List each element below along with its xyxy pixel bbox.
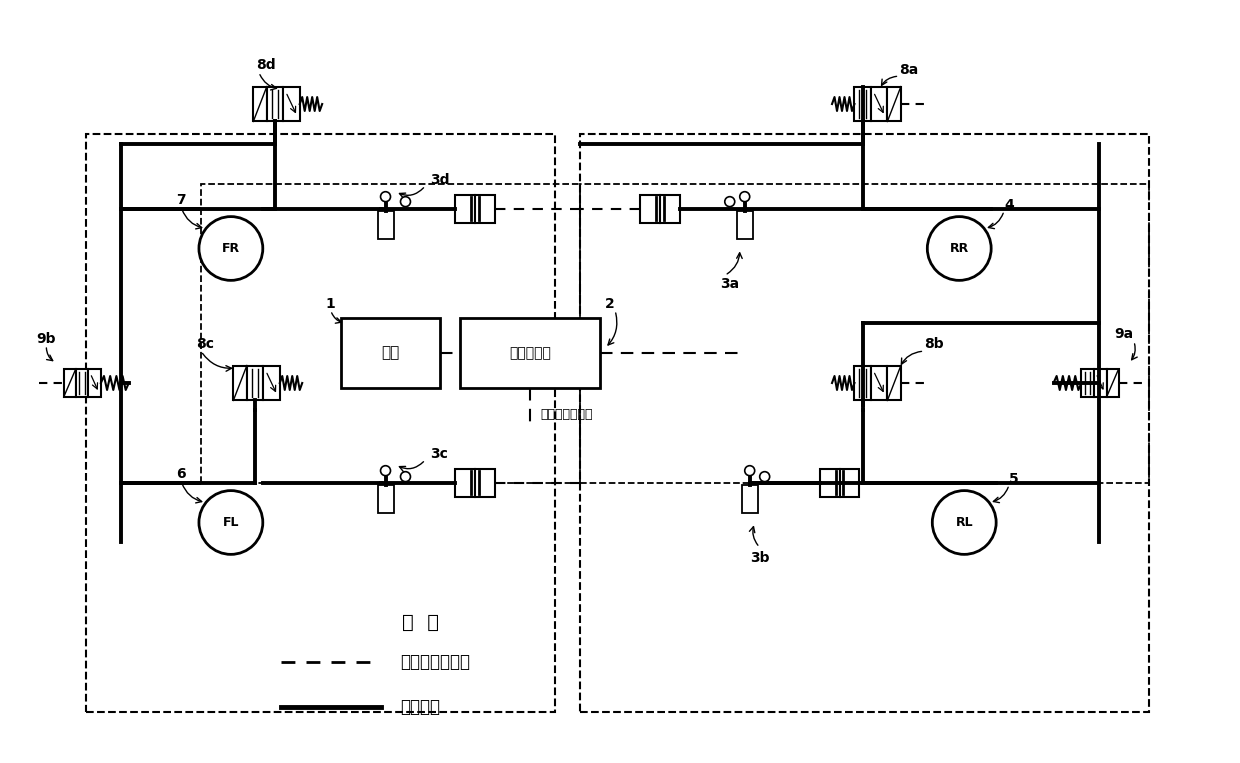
- Text: RL: RL: [955, 516, 973, 529]
- Text: 制动管路: 制动管路: [401, 698, 440, 716]
- Text: 3c: 3c: [430, 446, 449, 461]
- Circle shape: [381, 465, 391, 475]
- Circle shape: [932, 491, 996, 555]
- Circle shape: [198, 217, 263, 280]
- Text: 8a: 8a: [899, 63, 919, 77]
- Bar: [455, 195, 475, 223]
- Bar: [87, 134, 556, 712]
- Text: 信号线和电源线: 信号线和电源线: [401, 653, 470, 671]
- Bar: [1106, 369, 1118, 397]
- Circle shape: [740, 192, 750, 201]
- Text: FL: FL: [223, 516, 239, 529]
- Bar: [377, 211, 393, 239]
- Bar: [267, 86, 283, 121]
- Text: 8c: 8c: [196, 337, 215, 351]
- Bar: [233, 365, 247, 401]
- Text: 6: 6: [176, 467, 186, 481]
- Text: 图  例: 图 例: [402, 613, 439, 632]
- Bar: [460, 318, 600, 388]
- Bar: [475, 468, 495, 497]
- Text: FR: FR: [222, 242, 239, 255]
- Text: 8b: 8b: [924, 337, 944, 351]
- Bar: [455, 468, 475, 497]
- Text: 至其它电控系统: 至其它电控系统: [541, 408, 593, 421]
- Text: 5: 5: [1009, 472, 1019, 485]
- Bar: [201, 184, 580, 483]
- Bar: [742, 485, 758, 513]
- Text: 4: 4: [1004, 198, 1014, 211]
- Bar: [660, 195, 680, 223]
- Bar: [737, 211, 753, 239]
- Bar: [377, 485, 393, 513]
- Circle shape: [928, 217, 991, 280]
- Circle shape: [760, 472, 770, 481]
- Bar: [888, 365, 901, 401]
- Text: 2: 2: [605, 298, 615, 311]
- Bar: [263, 365, 280, 401]
- Text: 9a: 9a: [1114, 327, 1133, 341]
- Bar: [63, 369, 76, 397]
- Circle shape: [745, 465, 755, 475]
- Bar: [1094, 369, 1106, 397]
- Text: 7: 7: [176, 192, 186, 207]
- Circle shape: [724, 197, 735, 207]
- Text: RR: RR: [950, 242, 968, 255]
- Bar: [283, 86, 300, 121]
- Bar: [854, 365, 870, 401]
- Text: 电源: 电源: [382, 346, 399, 361]
- Text: 3b: 3b: [750, 552, 769, 565]
- Circle shape: [381, 192, 391, 201]
- Bar: [1081, 369, 1094, 397]
- Bar: [888, 86, 901, 121]
- Text: 3a: 3a: [719, 277, 739, 291]
- Bar: [870, 365, 888, 401]
- Bar: [854, 86, 870, 121]
- Bar: [820, 468, 839, 497]
- Bar: [88, 369, 100, 397]
- Bar: [76, 369, 88, 397]
- Text: 3d: 3d: [430, 172, 450, 187]
- Bar: [341, 318, 440, 388]
- Bar: [253, 86, 267, 121]
- Circle shape: [198, 491, 263, 555]
- Text: 1: 1: [326, 298, 335, 311]
- Bar: [839, 468, 859, 497]
- Bar: [640, 195, 660, 223]
- Text: 制动控制器: 制动控制器: [510, 346, 551, 360]
- Text: 9b: 9b: [36, 332, 56, 346]
- Bar: [580, 184, 1148, 483]
- Circle shape: [401, 472, 410, 481]
- Bar: [247, 365, 263, 401]
- Bar: [580, 134, 1148, 712]
- Bar: [870, 86, 888, 121]
- Text: 8d: 8d: [255, 58, 275, 72]
- Bar: [475, 195, 495, 223]
- Circle shape: [401, 197, 410, 207]
